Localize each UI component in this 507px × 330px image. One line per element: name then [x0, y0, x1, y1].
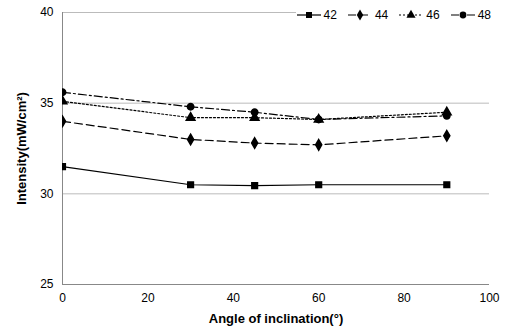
svg-text:30: 30: [40, 187, 54, 201]
svg-text:Angle of inclination(°): Angle of inclination(°): [209, 311, 343, 326]
svg-text:100: 100: [479, 291, 499, 305]
svg-text:80: 80: [397, 291, 411, 305]
svg-text:25: 25: [40, 277, 54, 291]
svg-text:20: 20: [141, 291, 155, 305]
svg-text:40: 40: [227, 291, 241, 305]
html-text:44: 44: [374, 8, 389, 22]
svg-text:Intensity(mW/cm²): Intensity(mW/cm²): [14, 92, 29, 205]
html-text:48: 48: [477, 8, 491, 22]
html-text:46: 46: [426, 8, 440, 22]
svg-text:0: 0: [59, 291, 66, 305]
svg-text:35: 35: [40, 96, 54, 110]
svg-text:60: 60: [312, 291, 326, 305]
html-text:42: 42: [323, 8, 337, 22]
svg-text:40: 40: [40, 5, 54, 19]
